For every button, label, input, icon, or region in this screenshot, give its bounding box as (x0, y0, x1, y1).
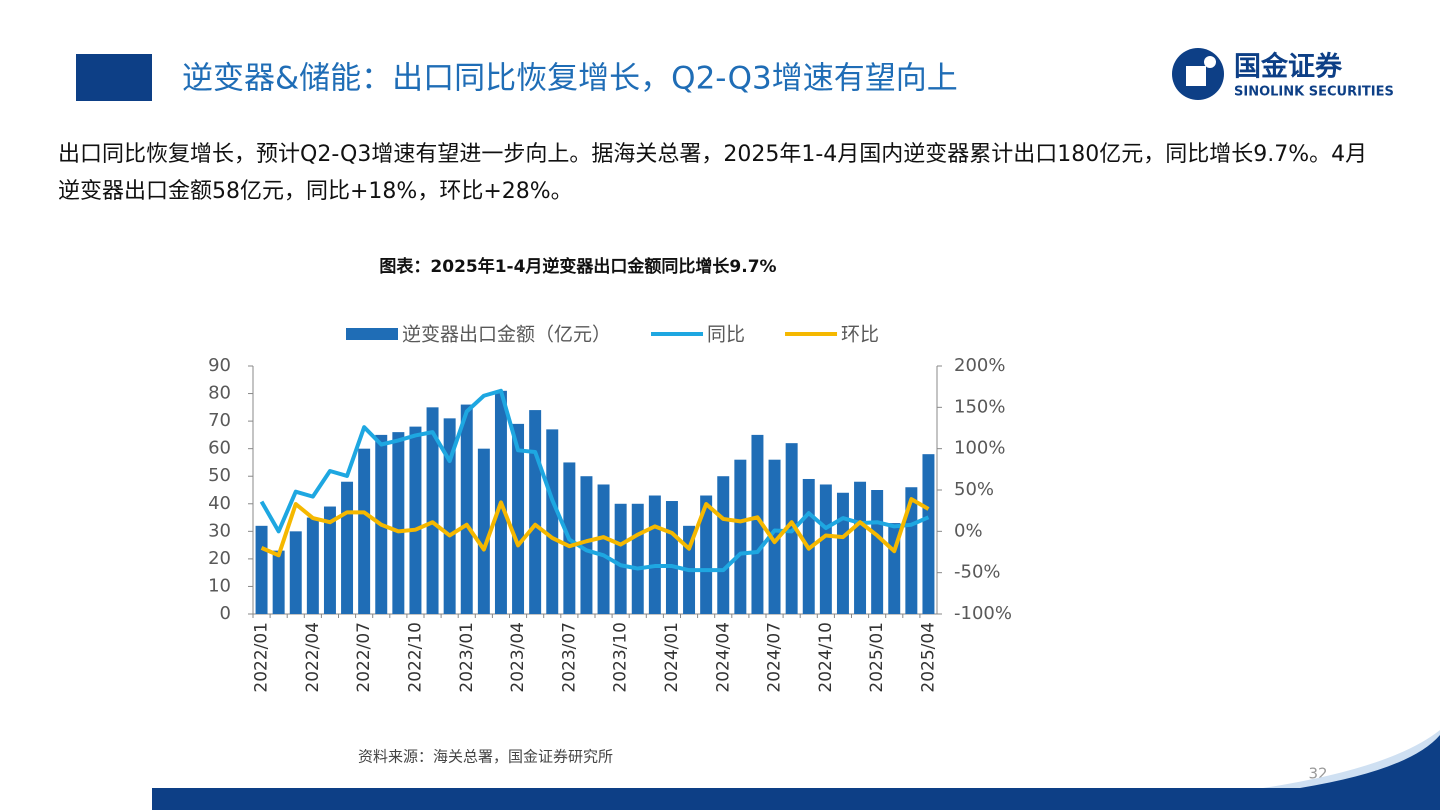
bar (358, 448, 371, 614)
x-tick-label: 2023/07 (559, 622, 579, 693)
bar (392, 432, 405, 614)
x-tick-label: 2022/04 (303, 622, 323, 693)
x-tick-label: 2023/01 (457, 622, 477, 693)
x-tick-label: 2024/01 (662, 622, 682, 693)
bar (546, 429, 559, 614)
y2-tick-label: -100% (954, 603, 1012, 624)
y2-tick-label: 200% (954, 355, 1005, 376)
y2-tick-label: 0% (954, 520, 983, 541)
bar (443, 418, 456, 614)
source: 资料来源：海关总署，国金证券研究所 (358, 748, 613, 766)
line (260, 497, 930, 558)
bar (734, 459, 747, 614)
bar (460, 404, 473, 614)
header-block (76, 54, 152, 101)
bar (905, 487, 918, 614)
y-tick-label: 50 (208, 465, 231, 486)
chart-title: 图表：2025年1-4月逆变器出口金额同比增长9.7% (379, 256, 776, 277)
bar (888, 523, 901, 614)
y-tick-label: 20 (208, 548, 231, 569)
logo-english: SINOLINK SECURITIES (1234, 85, 1394, 100)
x-tick-label: 2023/10 (611, 622, 631, 693)
bar (597, 484, 610, 614)
bar (854, 481, 867, 614)
bar (580, 476, 593, 614)
body-paragraph: 出口同比恢复增长，预计Q2-Q3增速有望进一步向上。据海关总署，2025年1-4… (58, 142, 1368, 204)
bar (529, 410, 542, 614)
y-tick-label: 80 (208, 383, 231, 404)
y-tick-label: 30 (208, 520, 231, 541)
x-tick-label: 2024/10 (816, 622, 836, 693)
x-tick-label: 2022/01 (252, 622, 272, 693)
y-tick-label: 40 (208, 493, 231, 514)
bar (819, 484, 832, 614)
bar (751, 434, 764, 614)
x-tick-label: 2025/04 (918, 622, 938, 693)
x-tick-label: 2023/04 (508, 622, 528, 693)
legend-label: 逆变器出口金额（亿元） (402, 324, 611, 346)
bar (426, 407, 439, 614)
bar (341, 481, 354, 614)
footer-curve (1300, 735, 1440, 810)
bar (409, 426, 422, 614)
y-tick-label: 70 (208, 410, 231, 431)
y-tick-label: 90 (208, 355, 231, 376)
legend-label: 环比 (841, 324, 879, 346)
bar (272, 550, 285, 614)
x-tick-label: 2022/10 (405, 622, 425, 693)
bar (477, 448, 490, 614)
legend-label: 同比 (707, 324, 745, 346)
bar (631, 503, 644, 614)
y2-tick-label: 150% (954, 396, 1005, 417)
bar (871, 490, 884, 614)
y2-tick-label: 100% (954, 438, 1005, 459)
bar (717, 476, 730, 614)
legend-swatch (346, 328, 398, 340)
bar (306, 517, 319, 614)
y-tick-label: 60 (208, 438, 231, 459)
bar (512, 423, 525, 614)
bar (768, 459, 781, 614)
bar (700, 495, 713, 614)
bar (922, 454, 935, 614)
y2-tick-label: -50% (954, 562, 1001, 583)
x-tick-label: 2022/07 (354, 622, 374, 693)
logo: 国金证券 SINOLINK SECURITIES (1172, 48, 1394, 100)
footer-bar (152, 788, 1440, 810)
bar (665, 501, 678, 614)
bar (614, 503, 627, 614)
y-tick-label: 0 (220, 603, 231, 624)
header-title: 逆变器&储能：出口同比恢复增长，Q2-Q3增速有望向上 (182, 61, 958, 97)
x-tick-label: 2024/04 (713, 622, 733, 693)
bar (323, 506, 336, 614)
x-tick-label: 2025/01 (867, 622, 887, 693)
logo-name: 国金证券 (1234, 51, 1343, 83)
x-tick-label: 2024/07 (765, 622, 785, 693)
bar (836, 492, 849, 614)
bar (255, 525, 268, 614)
chart: 0 10 20 30 40 50 60 70 80 90 -100% -50% 0% 50% 100% 150… (208, 324, 1012, 693)
bar (648, 495, 661, 614)
y-tick-label: 10 (208, 575, 231, 596)
bar (289, 531, 302, 614)
line (259, 388, 930, 573)
y2-tick-label: 50% (954, 479, 994, 500)
